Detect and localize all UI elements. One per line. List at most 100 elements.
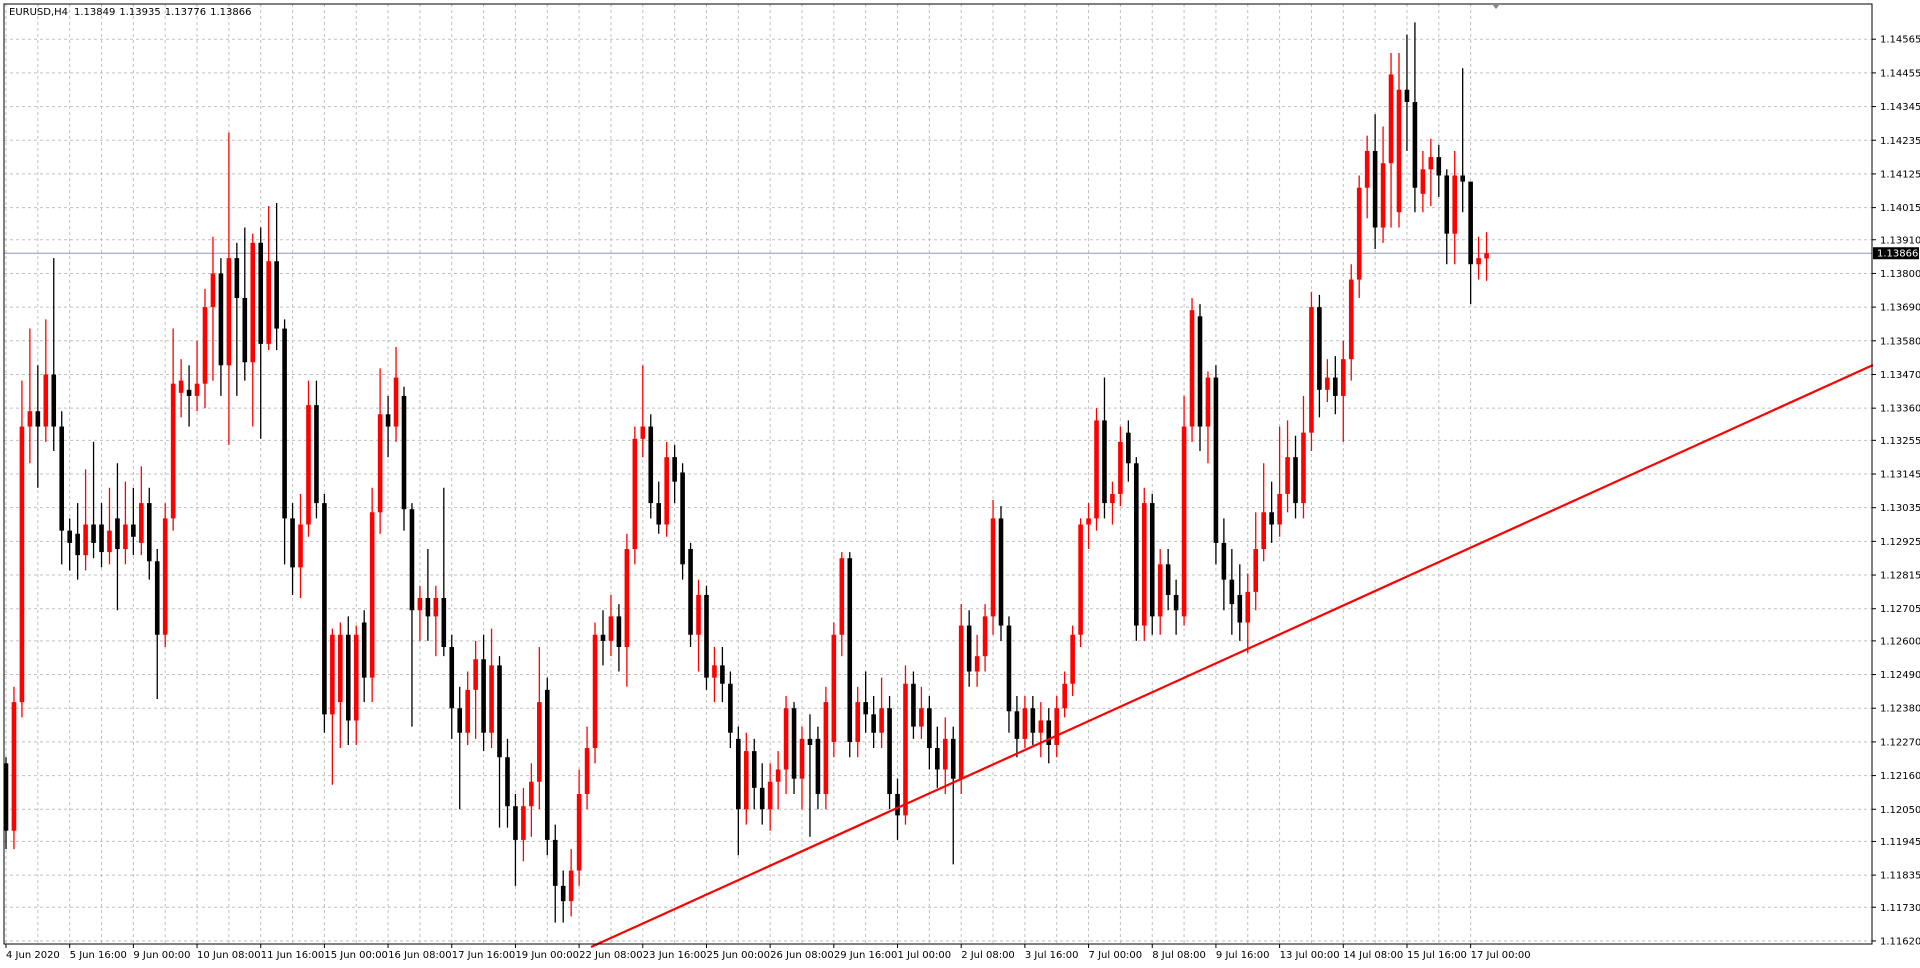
y-tick-label: 1.12925	[1880, 537, 1920, 548]
trend-line	[590, 363, 1874, 949]
candle-body	[544, 689, 550, 840]
x-tick-label: 9 Jul 16:00	[1216, 950, 1270, 961]
candle-body	[107, 530, 112, 553]
x-tick-label: 16 Jun 08:00	[388, 950, 452, 961]
candle-body	[632, 438, 638, 550]
candle-body	[696, 594, 701, 635]
candle-body	[290, 518, 295, 568]
candle-body	[807, 738, 813, 745]
candle-body	[672, 457, 677, 482]
x-tick-label: 17 Jul 00:00	[1471, 950, 1531, 961]
candle-body	[855, 702, 861, 742]
candle-body	[1118, 441, 1123, 494]
candle-body	[1253, 549, 1259, 592]
candle-body	[552, 839, 558, 886]
candle-body	[1452, 175, 1458, 234]
y-tick-label: 1.11730	[1880, 903, 1920, 914]
candle-body	[1062, 683, 1067, 709]
candle-body	[417, 598, 423, 611]
candle-body	[1333, 377, 1338, 396]
x-tick-label: 23 Jun 16:00	[643, 950, 707, 961]
candle-body	[1412, 101, 1418, 188]
candle-body	[704, 594, 709, 678]
y-tick-label: 1.13800	[1880, 269, 1920, 280]
candle-body	[982, 616, 988, 657]
candle-body	[51, 374, 57, 427]
y-tick-label: 1.14015	[1880, 203, 1920, 214]
candle-body	[1237, 594, 1243, 623]
candle-body	[927, 708, 932, 749]
candle-body	[537, 702, 542, 782]
candle-body	[942, 738, 948, 770]
candle-body	[35, 411, 41, 427]
candle-body	[1134, 463, 1139, 626]
candle-body	[903, 683, 908, 816]
candle-body	[3, 763, 9, 831]
y-tick-label: 1.13910	[1880, 235, 1920, 246]
candle-body	[791, 708, 797, 779]
x-tick-label: 13 Jul 00:00	[1280, 950, 1340, 961]
y-tick-label: 1.12705	[1880, 604, 1920, 615]
candle-body	[1484, 253, 1489, 259]
y-tick-label: 1.12270	[1880, 737, 1920, 748]
candle-body	[815, 738, 821, 794]
candle-body	[648, 426, 654, 504]
candle-body	[186, 389, 192, 396]
candle-body	[775, 769, 781, 782]
symbol: EURUSD,H4	[9, 7, 68, 18]
y-tick-label: 1.12815	[1880, 571, 1920, 582]
x-tick-label: 25 Jun 00:00	[706, 950, 770, 961]
candle-body	[871, 714, 876, 733]
candle-body	[449, 646, 455, 709]
candle-body	[616, 616, 622, 647]
candle-body	[123, 524, 128, 550]
candle-body	[1086, 518, 1091, 525]
candle-body	[258, 242, 264, 344]
candle-body	[966, 625, 972, 672]
candle-body	[919, 708, 924, 727]
candle-body	[1245, 591, 1251, 623]
candle-body	[1181, 426, 1187, 617]
candle-body	[67, 530, 72, 543]
candle-body	[1141, 503, 1147, 626]
candle-body	[393, 377, 399, 427]
candle-body	[242, 297, 248, 363]
candle-body	[59, 426, 65, 531]
x-tick-label: 7 Jul 00:00	[1089, 950, 1143, 961]
candle-body	[441, 598, 447, 647]
candle-body	[1078, 524, 1083, 635]
low-value: 1.13776	[165, 7, 206, 18]
candle-body	[839, 558, 845, 635]
candle-body	[1468, 181, 1473, 265]
candle-body	[1022, 708, 1028, 739]
x-tick-label: 19 Jun 00:00	[515, 950, 579, 961]
x-tick-label: 26 Jun 08:00	[770, 950, 834, 961]
candle-body	[1221, 542, 1227, 580]
candle-body	[624, 549, 630, 647]
y-tick-label: 1.11945	[1880, 837, 1920, 848]
candle-body	[91, 524, 96, 543]
candle-body	[743, 751, 749, 810]
candle-body	[1309, 307, 1314, 433]
grid	[4, 4, 1872, 944]
candle-body	[99, 524, 104, 553]
candle-body	[656, 503, 662, 525]
candle-body	[154, 561, 160, 635]
candle-body	[1460, 175, 1465, 182]
candle-body	[481, 659, 486, 733]
y-tick-label: 1.12050	[1880, 805, 1920, 816]
x-tick-label: 9 Jun 00:00	[133, 950, 190, 961]
candle-body	[361, 622, 367, 678]
candle-body	[1348, 279, 1354, 360]
candle-body	[322, 503, 327, 715]
candle-body	[353, 634, 359, 721]
candle-body	[1046, 720, 1052, 745]
candle-body	[274, 261, 279, 329]
candle-body	[1277, 493, 1282, 525]
candle-body	[950, 738, 956, 779]
candle-body	[338, 634, 343, 703]
candle-body	[720, 665, 725, 684]
candle-body	[1014, 711, 1020, 739]
candle-body	[433, 598, 439, 617]
x-tick-label: 15 Jul 16:00	[1407, 950, 1467, 961]
